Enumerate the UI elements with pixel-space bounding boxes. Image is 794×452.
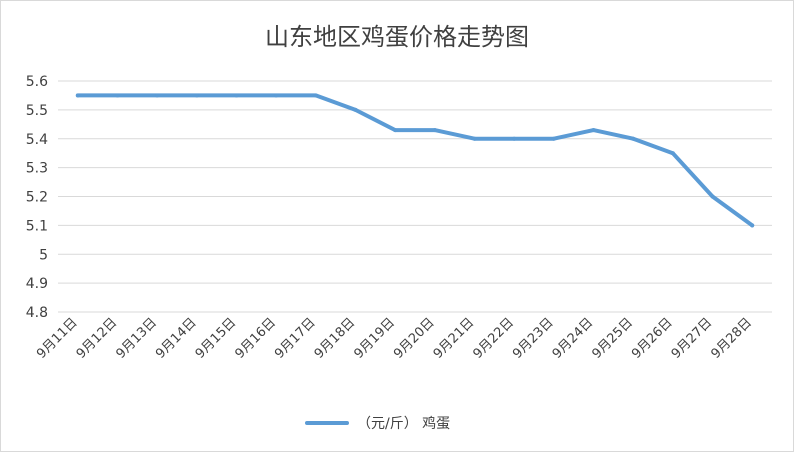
data-point bbox=[353, 107, 358, 112]
data-point bbox=[115, 93, 120, 98]
data-point bbox=[393, 128, 398, 133]
y-tick-label: 4.8 bbox=[26, 305, 48, 321]
x-tick-label: 9月16日 bbox=[232, 315, 279, 362]
data-point bbox=[274, 93, 279, 98]
data-point bbox=[631, 136, 636, 141]
x-tick-label: 9月22日 bbox=[470, 315, 517, 362]
x-tick-label: 9月20日 bbox=[391, 315, 438, 362]
x-tick-label: 9月15日 bbox=[193, 315, 240, 362]
x-axis-ticks: 9月11日9月12日9月13日9月14日9月15日9月16日9月17日9月18日… bbox=[34, 315, 755, 362]
x-tick-label: 9月21日 bbox=[431, 315, 478, 362]
x-tick-label: 9月24日 bbox=[550, 315, 597, 362]
y-tick-label: 5.2 bbox=[26, 190, 48, 206]
data-point bbox=[512, 136, 517, 141]
x-tick-label: 9月17日 bbox=[272, 315, 319, 362]
legend-label: （元/斤） 鸡蛋 bbox=[357, 415, 450, 432]
x-tick-label: 9月14日 bbox=[153, 315, 200, 362]
data-point bbox=[75, 93, 80, 98]
series-lines bbox=[75, 93, 755, 228]
y-axis-ticks: 5.6 5.5 5.4 5.3 5.2 5.1 5 4.9 4.8 bbox=[26, 74, 48, 321]
y-tick-label: 5.6 bbox=[26, 74, 48, 90]
data-point bbox=[472, 136, 477, 141]
data-point bbox=[750, 223, 755, 228]
legend[interactable]: （元/斤） 鸡蛋 bbox=[305, 415, 450, 432]
x-tick-label: 9月19日 bbox=[351, 315, 398, 362]
x-tick-label: 9月13日 bbox=[113, 315, 160, 362]
x-tick-label: 9月25日 bbox=[589, 315, 636, 362]
data-point bbox=[155, 93, 160, 98]
x-tick-label: 9月28日 bbox=[708, 315, 755, 362]
x-tick-label: 9月18日 bbox=[312, 315, 359, 362]
x-tick-label: 9月11日 bbox=[34, 315, 81, 362]
x-tick-label: 9月27日 bbox=[669, 315, 716, 362]
x-tick-label: 9月23日 bbox=[510, 315, 557, 362]
data-point bbox=[234, 93, 239, 98]
data-point bbox=[670, 151, 675, 156]
x-tick-label: 9月26日 bbox=[629, 315, 676, 362]
y-tick-label: 5.4 bbox=[26, 132, 48, 148]
y-tick-label: 5.3 bbox=[26, 161, 48, 177]
data-point bbox=[313, 93, 318, 98]
y-tick-label: 5 bbox=[39, 247, 48, 263]
data-point bbox=[591, 128, 596, 133]
chart-title: 山东地区鸡蛋价格走势图 bbox=[265, 23, 529, 51]
series-line bbox=[75, 93, 755, 228]
y-tick-label: 4.9 bbox=[26, 276, 48, 292]
x-tick-label: 9月12日 bbox=[74, 315, 121, 362]
y-tick-label: 5.1 bbox=[26, 218, 48, 234]
data-point bbox=[710, 194, 715, 199]
data-point bbox=[432, 128, 437, 133]
data-point bbox=[551, 136, 556, 141]
y-tick-label: 5.5 bbox=[26, 103, 48, 119]
gridlines bbox=[58, 80, 772, 313]
data-point bbox=[194, 93, 199, 98]
